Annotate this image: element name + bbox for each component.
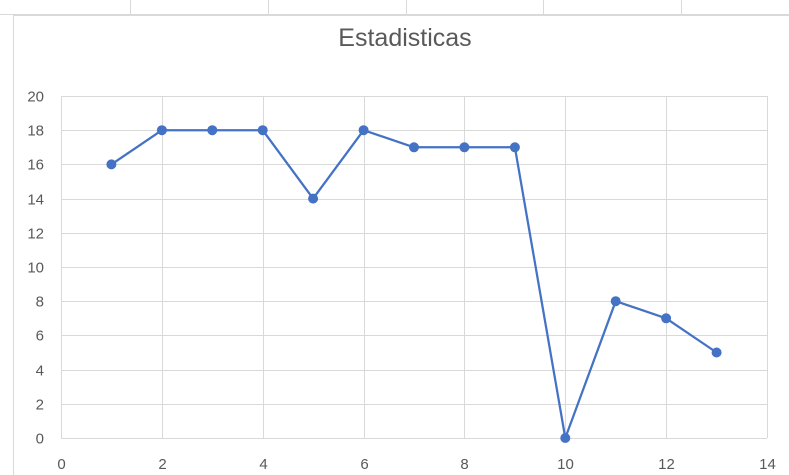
y-tick-label: 20 bbox=[27, 89, 44, 106]
y-tick-label: 6 bbox=[36, 328, 44, 345]
y-tick-label: 10 bbox=[27, 260, 44, 277]
data-point bbox=[257, 125, 268, 136]
data-point bbox=[409, 142, 419, 153]
x-tick-label: 12 bbox=[658, 456, 675, 473]
series-line bbox=[110, 129, 718, 440]
y-tick-label: 4 bbox=[36, 363, 44, 380]
y-tick-label: 2 bbox=[36, 397, 44, 414]
chart-title: Estadisticas bbox=[338, 24, 472, 52]
y-tick-label: 0 bbox=[36, 431, 44, 448]
x-tick-label: 14 bbox=[759, 456, 776, 473]
data-point bbox=[207, 125, 218, 136]
data-point bbox=[661, 313, 672, 324]
y-tick-label: 16 bbox=[27, 157, 44, 174]
data-point bbox=[156, 125, 167, 136]
data-point bbox=[610, 296, 621, 307]
data-point bbox=[560, 433, 571, 443]
data-point bbox=[711, 347, 722, 358]
y-tick-label: 12 bbox=[27, 226, 44, 243]
x-tick-label: 4 bbox=[259, 456, 267, 473]
data-point bbox=[459, 142, 470, 153]
y-tick-label: 18 bbox=[27, 123, 44, 140]
data-point bbox=[358, 125, 369, 136]
y-tick-label: 8 bbox=[36, 294, 44, 311]
chart-area[interactable] bbox=[13, 15, 789, 475]
x-tick-label: 6 bbox=[360, 456, 368, 473]
data-point bbox=[308, 193, 319, 204]
x-tick-label: 10 bbox=[557, 456, 574, 473]
data-point bbox=[509, 142, 520, 153]
x-tick-label: 8 bbox=[460, 456, 468, 473]
y-tick-label: 14 bbox=[27, 192, 44, 209]
x-tick-label: 2 bbox=[158, 456, 166, 473]
data-point bbox=[106, 159, 117, 170]
x-tick-label: 0 bbox=[57, 456, 65, 473]
